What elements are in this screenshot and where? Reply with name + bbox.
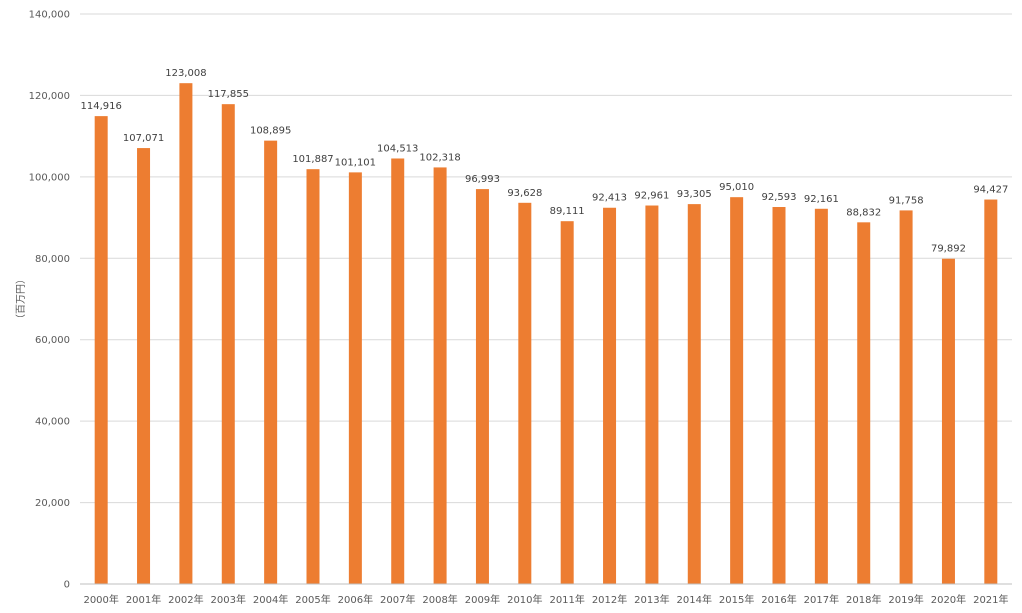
- data-label: 92,961: [634, 191, 669, 202]
- data-label: 94,427: [973, 185, 1008, 196]
- bar: [560, 221, 574, 585]
- data-label: 93,628: [507, 188, 542, 199]
- x-tick-label: 2002年: [168, 593, 203, 606]
- data-label: 89,111: [550, 206, 585, 217]
- bar: [899, 210, 913, 584]
- x-tick-label: 2008年: [422, 593, 457, 606]
- data-label: 92,413: [592, 193, 627, 204]
- data-label: 104,513: [377, 143, 418, 154]
- data-label: 92,161: [804, 194, 839, 205]
- y-tick-label: 20,000: [35, 498, 70, 509]
- y-tick-label: 140,000: [29, 10, 70, 21]
- x-tick-label: 2011年: [549, 593, 584, 606]
- x-tick-label: 2004年: [253, 593, 288, 606]
- bar: [348, 172, 362, 584]
- bar: [814, 208, 828, 584]
- y-tick-label: 60,000: [35, 335, 70, 346]
- y-tick-label: 40,000: [35, 417, 70, 428]
- bar: [264, 140, 278, 584]
- data-label: 95,010: [719, 182, 754, 193]
- bar: [857, 222, 871, 585]
- x-tick-label: 2017年: [804, 593, 839, 606]
- x-axis-ticks: 2000年 2001年 2002年 2003年 2004年 2005年 2006年 2007年…: [83, 593, 1008, 606]
- y-tick-label: 100,000: [29, 172, 70, 183]
- data-label: 101,887: [292, 154, 333, 165]
- x-tick-label: 2018年: [846, 593, 881, 606]
- x-tick-label: 2021年: [973, 593, 1008, 606]
- bar: [687, 204, 701, 584]
- bar: [772, 207, 786, 584]
- data-label: 114,916: [81, 101, 122, 112]
- x-tick-label: 2003年: [211, 593, 246, 606]
- data-label: 101,101: [335, 157, 376, 168]
- x-tick-label: 2010年: [507, 593, 542, 606]
- y-tick-label: 120,000: [29, 91, 70, 102]
- bar: [94, 116, 108, 584]
- x-tick-label: 2012年: [592, 593, 627, 606]
- x-tick-label: 2005年: [295, 593, 330, 606]
- bar: [984, 199, 998, 584]
- x-tick-label: 2015年: [719, 593, 754, 606]
- y-axis-label: （百万円）: [15, 274, 27, 324]
- bar: [941, 258, 955, 584]
- bar: [179, 83, 193, 585]
- data-label: 96,993: [465, 174, 500, 185]
- data-label: 79,892: [931, 244, 966, 255]
- bar: [645, 205, 659, 584]
- x-tick-label: 2006年: [338, 593, 373, 606]
- data-label: 91,758: [889, 195, 924, 206]
- bar: [137, 148, 151, 585]
- x-tick-label: 2000年: [83, 593, 118, 606]
- data-label: 123,008: [165, 68, 206, 79]
- x-tick-label: 2007年: [380, 593, 415, 606]
- x-tick-label: 2009年: [465, 593, 500, 606]
- bar: [475, 189, 489, 585]
- bar: [730, 197, 744, 584]
- data-label: 93,305: [677, 189, 712, 200]
- x-tick-label: 2020年: [931, 593, 966, 606]
- gridlines: [80, 13, 1012, 504]
- data-label: 92,593: [762, 192, 797, 203]
- data-label: 117,855: [208, 89, 249, 100]
- bars: [94, 83, 998, 585]
- x-tick-label: 2014年: [677, 593, 712, 606]
- x-tick-label: 2001年: [126, 593, 161, 606]
- bar: [306, 169, 320, 584]
- data-label: 107,071: [123, 133, 164, 144]
- bar: [603, 207, 617, 584]
- x-tick-label: 2019年: [888, 593, 923, 606]
- data-label: 102,318: [419, 152, 460, 163]
- x-tick-label: 2013年: [634, 593, 669, 606]
- bar: [391, 158, 405, 584]
- bar: [433, 167, 447, 585]
- bar: [221, 104, 235, 584]
- y-axis-ticks: 0 20,000 40,000 60,000 80,000 100,000 120,000 1…: [29, 10, 70, 591]
- y-tick-label: 80,000: [35, 254, 70, 265]
- y-tick-label: 0: [64, 580, 70, 591]
- data-label: 88,832: [846, 207, 881, 218]
- x-tick-label: 2016年: [761, 593, 796, 606]
- data-label: 108,895: [250, 126, 291, 137]
- bar: [518, 202, 532, 584]
